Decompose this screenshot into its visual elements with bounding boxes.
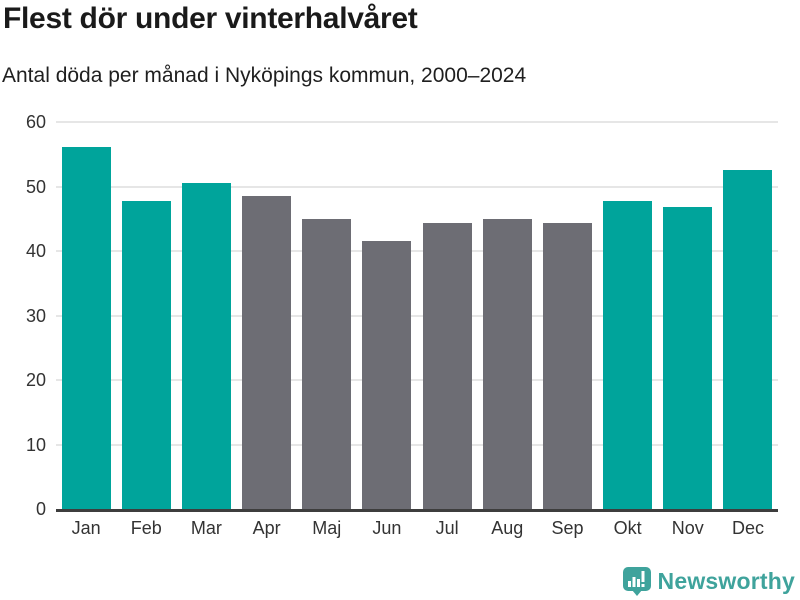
gridline-60 (56, 121, 778, 123)
bar-Nov (663, 206, 713, 509)
y-tick-label-60: 60 (25, 112, 46, 132)
bar-slot-Dec (718, 122, 778, 509)
x-tick-label-Jun: Jun (372, 518, 402, 538)
y-tick-label-20: 20 (25, 370, 46, 391)
bar-slot-Feb (116, 122, 176, 509)
bar-slot-Jul (417, 122, 477, 509)
bar-Aug (482, 219, 532, 509)
newsworthy-logo: Newsworthy (622, 566, 795, 596)
chart-subtitle: Antal döda per månad i Nyköpings kommun,… (2, 64, 527, 87)
bar-slot-Jan (56, 122, 116, 509)
bar-slot-Maj (297, 122, 357, 509)
x-tick-label-Sep: Sep (551, 518, 584, 538)
bar-Mar (181, 183, 231, 509)
bar-Dec (723, 169, 773, 509)
bar-slot-Jun (357, 122, 417, 509)
x-tick-label-Jan: Jan (71, 518, 101, 538)
chart-title: Flest dör under vinterhalvåret (3, 2, 418, 35)
bar-Maj (302, 219, 352, 509)
bar-slot-Okt (598, 122, 658, 509)
y-tick-label-40: 40 (25, 241, 46, 262)
bar-Jul (422, 223, 472, 509)
gridline-50 (56, 185, 778, 188)
bar-slot-Apr (237, 122, 297, 509)
y-tick-label-50: 50 (25, 176, 46, 197)
x-tick-label-Aug: Aug (491, 518, 524, 538)
gridline-10 (56, 443, 778, 446)
bar-Sep (542, 223, 592, 509)
newsworthy-speech-bubble-barchart-icon (622, 567, 651, 596)
x-tick-label-Jul: Jul (435, 518, 459, 538)
bar-Apr (242, 196, 292, 509)
y-tick-label-10: 10 (25, 434, 46, 455)
bar-Jun (362, 241, 412, 509)
x-tick-label-Nov: Nov (671, 518, 704, 538)
bar-Okt (603, 201, 653, 509)
plot-area (56, 121, 778, 512)
bar-Feb (121, 201, 171, 509)
x-tick-label-Okt: Okt (613, 518, 642, 538)
gridline-30 (56, 314, 778, 317)
x-tick-label-Apr: Apr (252, 518, 281, 538)
y-tick-label-30: 30 (25, 305, 46, 326)
y-tick-label-0: 0 (35, 499, 46, 519)
x-tick-label-Mar: Mar (190, 518, 222, 538)
bar-series (56, 122, 778, 509)
bar-slot-Sep (537, 122, 597, 509)
x-tick-label-Maj: Maj (312, 518, 342, 538)
bar-slot-Nov (658, 122, 718, 509)
brand-name: Newsworthy (657, 567, 795, 594)
x-axis: Jan Feb Mar Apr Maj Jun Jul Aug Sep Okt Nov Dec (56, 518, 778, 539)
bar-slot-Mar (176, 122, 236, 509)
gridline-40 (56, 250, 778, 253)
gridline-20 (56, 379, 778, 382)
x-tick-label-Dec: Dec (731, 518, 764, 538)
y-axis: 0 10 20 30 40 50 60 (0, 112, 46, 519)
bar-Jan (61, 147, 111, 509)
x-tick-label-Feb: Feb (130, 518, 162, 538)
bar-slot-Aug (477, 122, 537, 509)
